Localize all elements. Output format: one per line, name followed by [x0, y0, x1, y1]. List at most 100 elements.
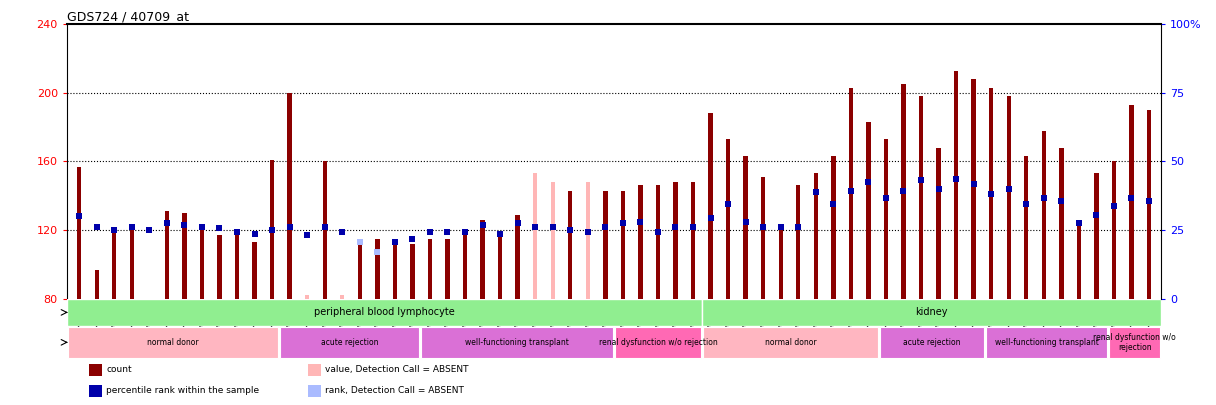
Bar	[953, 70, 958, 298]
Bar	[287, 93, 292, 298]
Point	[280, 224, 299, 230]
Bar	[428, 239, 432, 298]
Bar	[68, 327, 277, 358]
Point	[227, 228, 247, 235]
Point	[719, 201, 738, 208]
Bar	[308, 385, 321, 397]
Bar	[936, 148, 941, 298]
Text: count: count	[106, 365, 131, 374]
Point	[946, 175, 966, 182]
Bar	[986, 327, 1108, 358]
Bar	[164, 211, 169, 298]
Point	[438, 228, 457, 235]
Point	[315, 224, 334, 230]
Point	[613, 220, 632, 226]
Bar	[89, 364, 102, 375]
Bar	[615, 327, 702, 358]
Point	[894, 188, 913, 194]
Bar	[480, 220, 485, 298]
Bar	[340, 295, 344, 298]
Point	[508, 220, 528, 226]
Point	[544, 224, 563, 230]
Point	[525, 224, 545, 230]
Point	[578, 228, 597, 235]
Point	[754, 224, 773, 230]
Bar	[1147, 110, 1152, 298]
Point	[350, 239, 370, 245]
Bar	[1109, 327, 1160, 358]
Text: kidney: kidney	[916, 307, 948, 318]
Point	[1017, 201, 1036, 208]
Point	[263, 227, 282, 233]
Bar	[674, 182, 677, 298]
Bar	[778, 228, 783, 298]
Point	[911, 177, 930, 183]
Bar	[253, 242, 257, 298]
Bar	[866, 122, 871, 298]
Bar	[182, 213, 186, 298]
Bar	[603, 191, 608, 298]
Point	[631, 218, 651, 225]
Point	[69, 213, 89, 220]
Bar	[814, 173, 818, 298]
Bar	[516, 215, 519, 298]
Bar	[901, 84, 906, 298]
Text: renal dysfunction w/o
rejection: renal dysfunction w/o rejection	[1093, 333, 1176, 352]
Point	[175, 222, 195, 228]
Bar	[726, 139, 731, 298]
Bar	[620, 191, 625, 298]
Point	[683, 224, 703, 230]
Point	[105, 227, 124, 233]
Point	[1000, 185, 1019, 192]
Point	[561, 227, 580, 233]
Point	[858, 179, 878, 185]
Bar	[831, 156, 835, 298]
Point	[402, 235, 422, 242]
Bar	[112, 232, 117, 298]
Bar	[497, 237, 502, 298]
Bar	[551, 182, 554, 298]
Bar	[77, 166, 81, 298]
Text: rank, Detection Call = ABSENT: rank, Detection Call = ABSENT	[325, 386, 465, 395]
Bar	[1111, 162, 1116, 298]
Point	[1087, 211, 1107, 218]
Point	[122, 224, 141, 230]
Point	[736, 218, 755, 225]
Bar	[95, 270, 98, 298]
Bar	[308, 364, 321, 375]
Bar	[89, 385, 102, 397]
Bar	[421, 327, 613, 358]
Point	[877, 194, 896, 201]
Point	[596, 224, 615, 230]
Bar	[1007, 96, 1010, 298]
Point	[788, 224, 807, 230]
Point	[1034, 194, 1053, 201]
Bar	[375, 239, 379, 298]
Text: normal donor: normal donor	[765, 338, 816, 347]
Point	[964, 181, 984, 187]
Text: normal donor: normal donor	[147, 338, 198, 347]
Point	[981, 191, 1001, 197]
Point	[157, 220, 176, 226]
Bar	[884, 139, 888, 298]
Point	[700, 215, 720, 221]
Point	[1052, 198, 1071, 204]
Point	[1069, 220, 1088, 226]
Bar	[218, 235, 221, 298]
Bar	[1024, 156, 1029, 298]
Bar	[709, 113, 713, 298]
Bar	[199, 228, 204, 298]
Bar	[67, 299, 703, 326]
Point	[665, 224, 685, 230]
Bar	[358, 244, 362, 298]
Bar	[586, 182, 590, 298]
Point	[367, 249, 387, 256]
Bar	[1094, 173, 1098, 298]
Text: acute rejection: acute rejection	[903, 338, 961, 347]
Bar	[270, 160, 275, 298]
Point	[140, 227, 159, 233]
Point	[823, 201, 843, 208]
Point	[1121, 194, 1141, 201]
Bar	[743, 156, 748, 298]
Text: renal dysfunction w/o rejection: renal dysfunction w/o rejection	[598, 338, 717, 347]
